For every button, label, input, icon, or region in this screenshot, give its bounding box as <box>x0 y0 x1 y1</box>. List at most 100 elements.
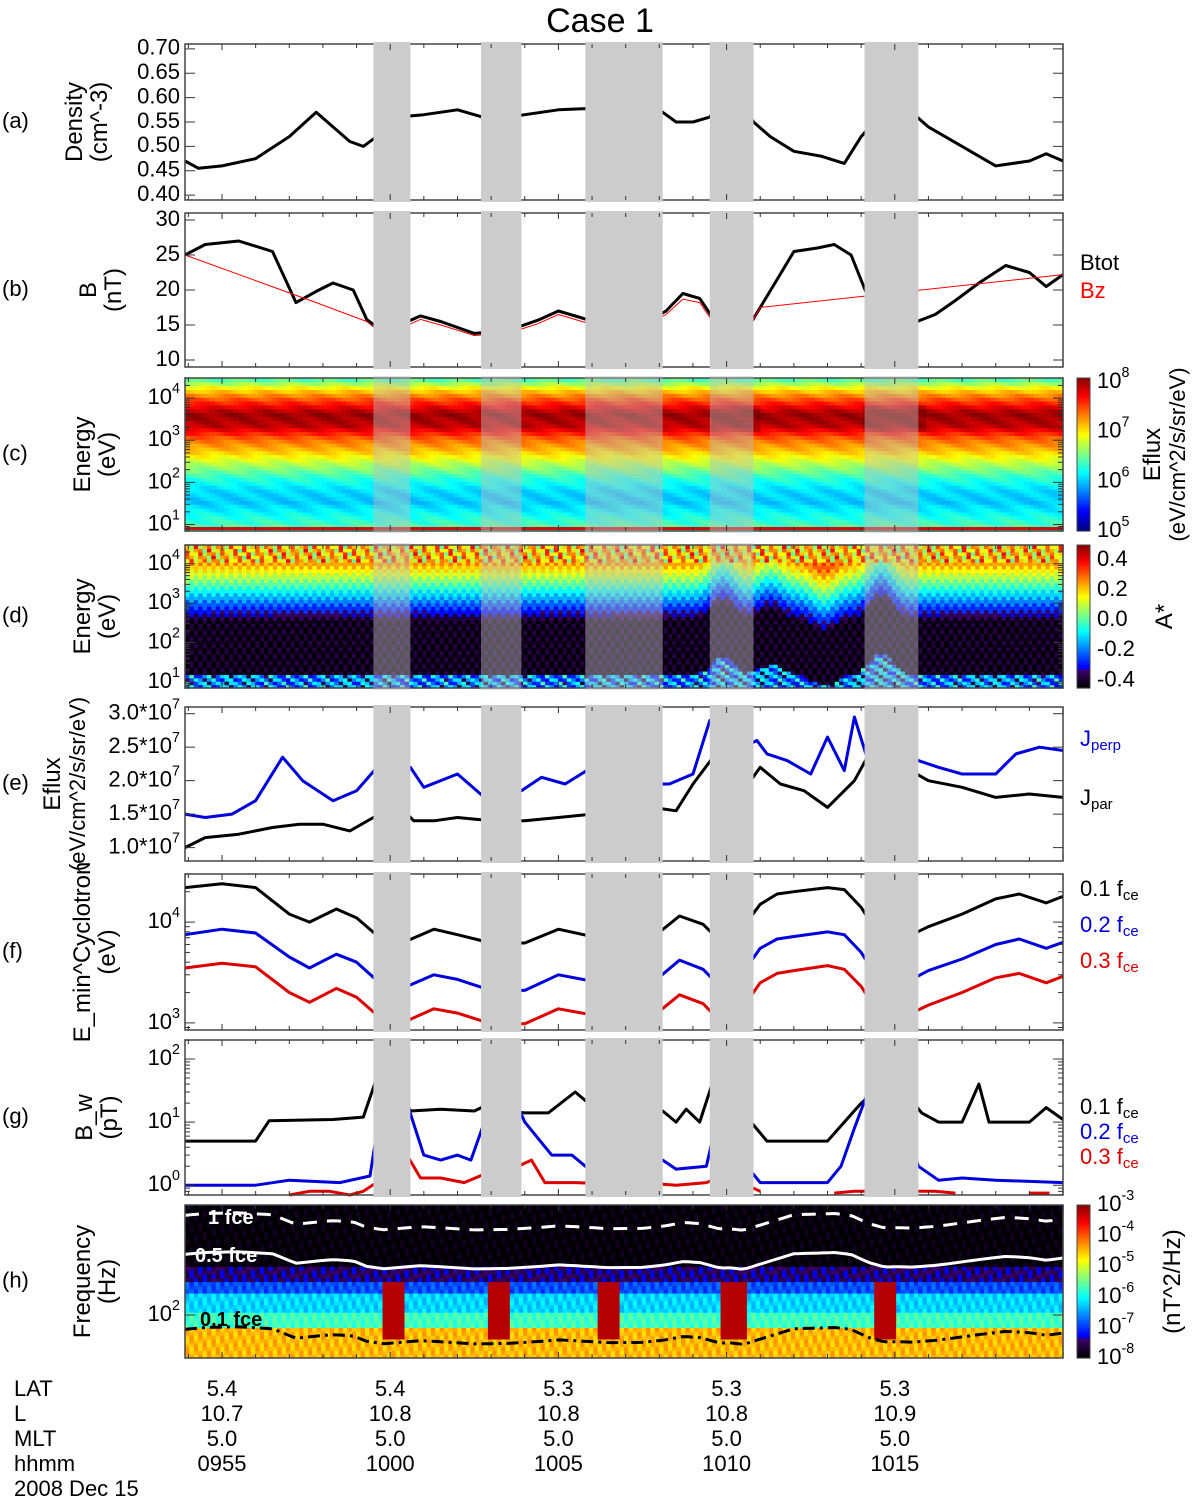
heatmap-cell <box>643 400 649 406</box>
heatmap-cell <box>292 492 298 498</box>
heatmap-cell <box>692 400 698 406</box>
heatmap-cell <box>609 412 615 417</box>
heatmap-cell <box>267 488 274 494</box>
heatmap-cell <box>321 450 328 456</box>
heatmap-cell <box>409 504 415 509</box>
heatmap-cell <box>467 427 474 433</box>
heatmap-cell <box>326 385 332 391</box>
heatmap-cell <box>233 523 240 528</box>
heatmap-cell <box>677 496 684 501</box>
heatmap-cell <box>467 423 474 429</box>
heatmap-cell <box>633 523 640 528</box>
heatmap-cell <box>219 508 225 513</box>
heatmap-cell <box>341 443 347 448</box>
heatmap-cell <box>341 504 347 509</box>
heatmap-cell <box>521 519 528 524</box>
heatmap-cell <box>311 389 318 394</box>
heatmap-cell <box>653 481 659 486</box>
heatmap-cell <box>316 446 323 452</box>
heatmap-cell <box>282 427 289 433</box>
heatmap-cell <box>277 431 284 436</box>
heatmap-cell <box>199 404 206 410</box>
heatmap-cell <box>209 500 215 505</box>
heatmap-cell <box>199 400 206 406</box>
heatmap-cell <box>248 431 254 436</box>
heatmap-cell <box>555 393 562 398</box>
y-axis-units: (nT) <box>100 268 127 312</box>
heatmap-cell <box>453 423 459 429</box>
heatmap-cell <box>550 439 557 444</box>
heatmap-cell <box>287 508 293 513</box>
heatmap-cell <box>589 508 596 513</box>
heatmap-cell <box>321 431 328 436</box>
heatmap-cell <box>219 416 225 421</box>
heatmap-cell <box>238 397 245 402</box>
heatmap-cell <box>589 515 596 521</box>
heatmap-cell <box>702 492 708 498</box>
heatmap-cell <box>477 481 484 486</box>
heatmap-cell <box>214 488 220 494</box>
heatmap-cell <box>199 515 206 521</box>
heatmap-cell <box>448 446 454 452</box>
heatmap-cell <box>199 508 206 513</box>
heatmap-cell <box>755 381 762 387</box>
heatmap-cell <box>541 439 547 444</box>
heatmap-cell <box>770 454 776 459</box>
heatmap-cell <box>497 500 503 505</box>
heatmap-cell <box>292 500 298 505</box>
heatmap-cell <box>541 385 547 391</box>
heatmap-cell <box>467 477 474 482</box>
y-axis-label: B <box>75 282 102 298</box>
heatmap-cell <box>370 443 376 448</box>
heatmap-cell <box>282 385 289 391</box>
heatmap-cell <box>667 389 674 394</box>
heatmap-cell <box>350 485 357 490</box>
heatmap-cell <box>370 496 376 501</box>
heatmap-cell <box>614 385 620 391</box>
heatmap-cell <box>433 381 440 387</box>
heatmap-cell <box>219 435 225 440</box>
heatmap-cell <box>438 404 445 410</box>
heatmap-cell <box>370 435 376 440</box>
heatmap-cell <box>360 420 367 425</box>
heatmap-cell <box>316 385 323 391</box>
heatmap-cell <box>667 408 674 414</box>
heatmap-cell <box>419 393 425 398</box>
heatmap-cell <box>506 400 513 406</box>
heatmap-cell <box>282 393 289 398</box>
heatmap-cell <box>565 443 571 448</box>
heatmap-cell <box>550 462 557 467</box>
heatmap-cell <box>345 423 352 429</box>
heatmap-cell <box>380 389 386 394</box>
heatmap-cell <box>477 523 484 528</box>
heatmap-cell <box>609 450 615 456</box>
heatmap-cell <box>633 416 640 421</box>
heatmap-cell <box>560 473 567 479</box>
heatmap-cell <box>389 381 396 387</box>
heatmap-cell <box>267 458 274 463</box>
heatmap-cell <box>492 458 498 463</box>
heatmap-cell <box>375 420 381 425</box>
heatmap-cell <box>209 515 215 521</box>
heatmap-cell <box>584 508 591 513</box>
heatmap-cell <box>326 523 332 528</box>
heatmap-cell <box>511 431 518 436</box>
heatmap-cell <box>297 458 303 463</box>
heatmap-cell <box>384 519 391 524</box>
heatmap-cell <box>477 515 484 521</box>
heatmap-cell <box>306 515 313 521</box>
heatmap-cell <box>477 496 484 501</box>
heatmap-cell <box>619 458 625 463</box>
heatmap-cell <box>702 446 708 452</box>
heatmap-cell <box>311 427 318 433</box>
heatmap-cell <box>477 519 484 524</box>
heatmap-cell <box>438 454 445 459</box>
heatmap-cell <box>565 423 571 429</box>
heatmap-cell <box>228 412 235 417</box>
heatmap-cell <box>697 519 703 524</box>
heatmap-cell <box>458 500 464 505</box>
heatmap-cell <box>224 515 230 521</box>
heatmap-cell <box>467 408 474 414</box>
heatmap-cell <box>614 431 620 436</box>
heatmap-cell <box>253 481 259 486</box>
